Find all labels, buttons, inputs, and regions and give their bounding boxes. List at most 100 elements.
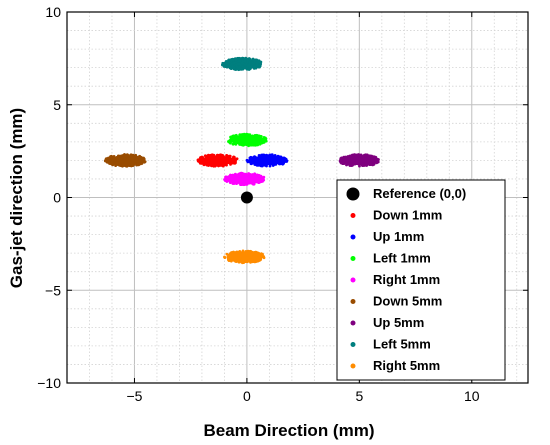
legend-label: Down 1mm (373, 208, 442, 223)
data-point (130, 162, 134, 166)
data-point (365, 163, 369, 167)
data-point (347, 158, 351, 162)
data-point (253, 163, 257, 166)
data-point (231, 177, 235, 180)
data-point (245, 137, 249, 140)
data-point (260, 158, 264, 162)
data-point (241, 65, 245, 68)
series-up-1mm (245, 153, 289, 168)
data-point (136, 163, 140, 167)
legend-label: Right 1mm (373, 272, 440, 287)
data-point (225, 157, 228, 161)
data-point (250, 161, 254, 165)
data-point (132, 162, 136, 166)
data-point (115, 155, 119, 159)
data-point (130, 158, 134, 161)
data-point (284, 157, 287, 161)
data-point (249, 142, 253, 145)
legend-label: Up 1mm (373, 229, 424, 244)
data-point (112, 155, 116, 159)
data-point (258, 155, 262, 159)
data-point (228, 58, 232, 62)
legend-marker (350, 342, 356, 347)
data-point (112, 158, 116, 162)
data-point (261, 252, 264, 256)
data-point (203, 157, 207, 161)
data-point (254, 58, 258, 62)
x-tick-label: 10 (464, 388, 480, 404)
data-point (130, 153, 133, 157)
data-point (232, 156, 236, 160)
data-point (258, 252, 262, 256)
data-point (281, 161, 285, 165)
data-point (252, 173, 256, 177)
legend-item: Left 1mm (350, 251, 431, 266)
data-point (128, 160, 132, 164)
y-tick-label: −10 (37, 375, 61, 391)
data-point (247, 58, 251, 61)
data-point (249, 181, 253, 185)
data-point (234, 137, 238, 140)
data-point (259, 258, 262, 261)
data-point (239, 251, 243, 255)
y-tick-label: 5 (53, 97, 61, 113)
data-point (260, 161, 264, 165)
data-point (142, 160, 146, 164)
data-point (109, 155, 113, 159)
legend-item: Left 5mm (350, 337, 431, 352)
data-point (226, 256, 230, 260)
data-point (255, 180, 259, 184)
data-point (247, 259, 251, 263)
data-point (228, 179, 232, 183)
data-point (234, 256, 238, 260)
data-point (252, 259, 256, 263)
data-point (208, 156, 212, 160)
x-tick-label: −5 (126, 388, 142, 404)
data-point (236, 66, 240, 70)
data-point (238, 133, 242, 137)
data-point (234, 158, 238, 161)
data-point (230, 65, 234, 68)
legend-marker (350, 320, 356, 326)
data-point (223, 158, 226, 161)
data-point (234, 139, 237, 143)
data-point (236, 174, 240, 178)
y-tick-label: 10 (45, 4, 61, 20)
data-point (345, 162, 349, 166)
data-point (356, 153, 359, 157)
data-point (234, 142, 238, 146)
data-point (238, 67, 242, 70)
data-point (254, 65, 258, 69)
data-point (199, 161, 203, 165)
data-point (265, 155, 268, 159)
data-point (135, 155, 139, 159)
data-point (228, 255, 232, 259)
data-point (256, 134, 260, 138)
data-point (244, 260, 247, 264)
legend-marker (350, 363, 356, 369)
data-point (126, 160, 130, 163)
data-point (273, 163, 276, 166)
data-point (231, 181, 235, 185)
series-down-5mm (103, 153, 147, 168)
data-point (117, 157, 121, 160)
data-point (255, 253, 259, 257)
data-point (122, 153, 126, 157)
data-point (207, 160, 211, 164)
data-point (365, 153, 369, 157)
data-point (210, 164, 213, 168)
data-point (227, 154, 231, 158)
data-point (366, 160, 369, 164)
data-point (248, 177, 252, 181)
data-point (229, 140, 233, 143)
data-point (268, 158, 272, 162)
data-point (248, 254, 252, 257)
data-point (206, 164, 210, 167)
data-point (142, 157, 146, 161)
x-tick-label: 0 (243, 388, 251, 404)
data-point (246, 60, 249, 63)
data-point (104, 157, 108, 161)
data-point (241, 135, 245, 139)
data-point (249, 256, 253, 259)
series-right-1mm (223, 171, 266, 187)
